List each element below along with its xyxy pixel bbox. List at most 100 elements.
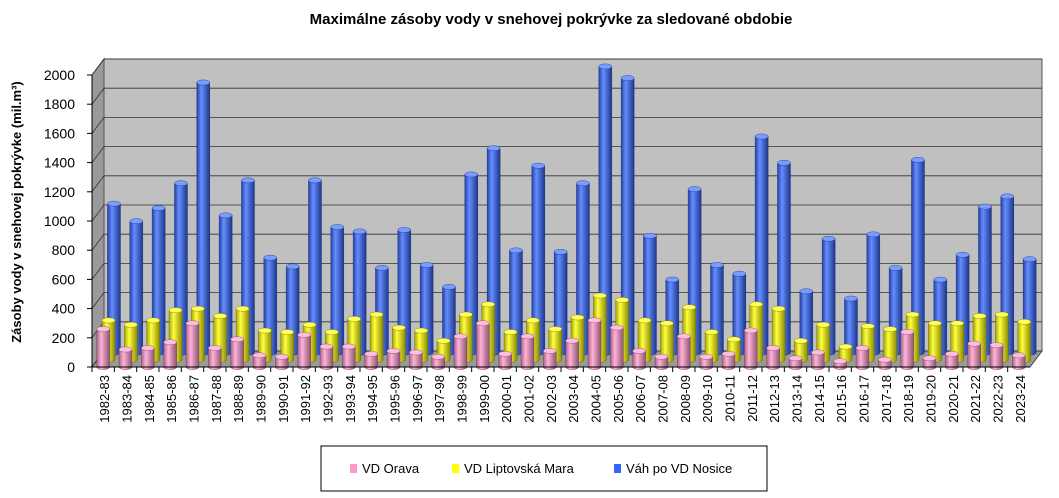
bar-vd-orava-2002-03 xyxy=(543,348,557,370)
bar-vd-orava-2004-05 xyxy=(587,317,602,370)
bar-vd-orava-2010-11 xyxy=(721,351,736,370)
bar-vd-orava-1990-91 xyxy=(275,353,289,370)
y-tick-label: 600 xyxy=(52,271,76,287)
gridline xyxy=(91,292,1042,309)
x-tick-label: 2012-13 xyxy=(767,375,782,423)
bar-vd-orava-2017-18 xyxy=(878,356,892,370)
x-tick-label: 2006-07 xyxy=(633,375,648,423)
x-tick-label: 2017-18 xyxy=(879,375,894,423)
x-tick-label: 2014-15 xyxy=(812,375,827,423)
x-tick-label: 2022-23 xyxy=(991,375,1006,423)
x-tick-label: 2002-03 xyxy=(544,375,559,423)
bar-vd-orava-1984-85 xyxy=(141,345,155,370)
x-tick-label: 2020-21 xyxy=(946,375,961,423)
bar-vd-orava-2015-16 xyxy=(833,358,847,370)
bar-vd-orava-1988-89 xyxy=(230,336,244,370)
x-tick-label: 1987-88 xyxy=(209,375,224,423)
y-tick-label: 1600 xyxy=(44,125,75,141)
x-tick-label: 2005-06 xyxy=(611,375,626,423)
gridline xyxy=(91,87,1042,105)
bar-vd-orava-1986-87 xyxy=(185,320,200,370)
x-tick-label: 1983-84 xyxy=(120,375,135,423)
x-tick-label: 1986-87 xyxy=(187,375,202,423)
bar-vd-orava-1994-95 xyxy=(364,351,378,370)
legend-label-2: Váh po VD Nosice xyxy=(626,461,732,476)
y-axis-ticks: 0 200 400 600 800 1000 1200 1400 1600 1800 2000 xyxy=(44,67,93,375)
bar-vd-orava-1982-83 xyxy=(96,326,110,370)
x-tick-label: 2013-14 xyxy=(790,375,805,423)
gridline xyxy=(91,175,1042,193)
legend-box xyxy=(320,445,768,492)
x-tick-label: 2000-01 xyxy=(499,375,514,423)
x-tick-label: 2016-17 xyxy=(857,375,872,423)
bar-vd-orava-1992-93 xyxy=(319,343,334,370)
bar-vd-orava-1999-00 xyxy=(476,320,490,370)
x-axis-ticks: 1982-83 1983-84 1984-85 1985-86 1986-87 1987-… xyxy=(91,366,1030,423)
legend-label-1: VD Liptovská Mara xyxy=(464,461,575,476)
bar-vd-orava-2019-20 xyxy=(922,355,937,370)
bar-vd-orava-1996-97 xyxy=(409,349,423,370)
bar-vd-orava-2008-09 xyxy=(677,333,691,370)
x-tick-label: 1988-89 xyxy=(231,375,246,423)
x-tick-label: 2003-04 xyxy=(566,375,581,423)
x-tick-label: 2001-02 xyxy=(522,375,537,423)
gridline xyxy=(91,117,1042,134)
bar-vd-orava-2011-12 xyxy=(744,327,758,370)
chart-title: Maximálne zásoby vody v snehovej pokrývk… xyxy=(310,11,793,28)
bar-vd-orava-2005-06 xyxy=(610,324,624,370)
x-tick-label: 1998-99 xyxy=(455,375,470,423)
x-tick-label: 1999-00 xyxy=(477,375,492,423)
bar-vd-orava-2022-23 xyxy=(989,342,1004,370)
gridline xyxy=(91,146,1042,163)
x-tick-label: 1982-83 xyxy=(97,375,112,423)
bar-vd-orava-2007-08 xyxy=(654,353,669,370)
bar-vd-orava-2006-07 xyxy=(632,348,646,370)
gridline xyxy=(91,58,1042,76)
legend: VD Orava VD Liptovská Mara Váh po VD Nosic… xyxy=(320,445,768,492)
gridline xyxy=(91,233,1042,251)
y-tick-label: 800 xyxy=(52,242,76,258)
x-tick-label: 2018-19 xyxy=(901,375,916,423)
x-tick-label: 2009-10 xyxy=(700,375,715,423)
x-tick-label: 2015-16 xyxy=(834,375,849,423)
bar-vd-orava-2016-17 xyxy=(855,345,870,370)
y-tick-label: 400 xyxy=(52,301,76,317)
bar-vd-orava-1995-96 xyxy=(386,348,401,370)
bar-vd-orava-2001-02 xyxy=(520,333,535,370)
y-axis-label: Zásoby vody v snehovej pokrývke (mil.m³) xyxy=(9,81,24,343)
legend-swatch-2 xyxy=(614,464,621,473)
bar-vd-orava-1989-90 xyxy=(252,352,267,370)
x-tick-label: 2010-11 xyxy=(723,375,738,422)
x-tick-label: 2007-08 xyxy=(656,375,671,423)
x-tick-label: 1985-86 xyxy=(164,375,179,423)
bar-vd-orava-1983-84 xyxy=(118,346,133,370)
gridline xyxy=(91,204,1042,222)
x-tick-label: 2021-22 xyxy=(968,375,983,423)
x-tick-label: 2011-12 xyxy=(745,375,760,422)
x-tick-label: 2023-24 xyxy=(1013,375,1028,423)
legend-label-0: VD Orava xyxy=(362,461,420,476)
bar-vd-orava-2003-04 xyxy=(565,337,579,370)
bar-vd-orava-2021-22 xyxy=(967,340,981,370)
x-tick-label: 1996-97 xyxy=(410,375,425,423)
bar-vd-orava-1987-88 xyxy=(208,345,222,370)
x-tick-label: 1992-93 xyxy=(321,375,336,423)
bar-vd-orava-2014-15 xyxy=(811,349,825,370)
x-tick-label: 1990-91 xyxy=(276,375,291,423)
x-tick-label: 1989-90 xyxy=(254,375,269,423)
bar-vd-orava-1985-86 xyxy=(163,339,177,370)
bar-vd-orava-2000-01 xyxy=(498,351,512,370)
y-tick-label: 2000 xyxy=(44,67,75,83)
bar-vd-orava-2012-13 xyxy=(766,345,780,370)
legend-swatch-0 xyxy=(350,464,357,473)
x-tick-label: 2004-05 xyxy=(589,375,604,423)
x-tick-label: 1993-94 xyxy=(343,375,358,423)
bar-vd-orava-2009-10 xyxy=(699,353,713,370)
bars xyxy=(96,63,1037,370)
bar-vd-orava-1993-94 xyxy=(342,343,356,370)
x-tick-label: 1995-96 xyxy=(388,375,403,423)
bar-vd-orava-2018-19 xyxy=(900,329,914,370)
x-tick-label: 1984-85 xyxy=(142,375,157,423)
y-tick-label: 1000 xyxy=(44,213,75,229)
bar-vd-orava-2013-14 xyxy=(788,355,803,370)
